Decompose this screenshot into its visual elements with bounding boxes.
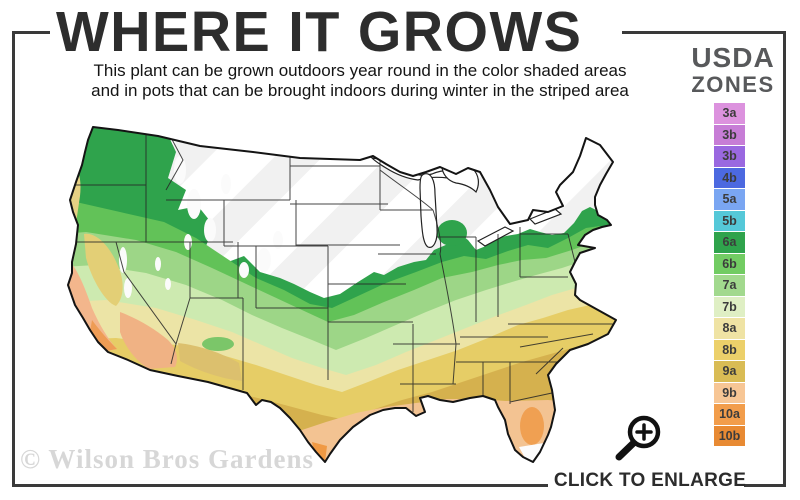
zone-swatch: 7b — [714, 296, 745, 317]
zone-swatch: 6b — [714, 253, 745, 274]
border-bottom-right — [744, 484, 786, 487]
us-outline — [67, 126, 617, 463]
us-zone-map[interactable] — [28, 112, 668, 472]
zone-swatch: 6a — [714, 232, 745, 253]
zone-swatch: 5a — [714, 189, 745, 210]
zone-swatch: 10b — [714, 425, 745, 446]
border-right — [783, 31, 786, 487]
usda-heading-line1: USDA — [691, 42, 775, 73]
border-top-left — [12, 31, 50, 34]
watermark: © Wilson Bros Gardens — [20, 444, 314, 474]
subtitle-line-1: This plant can be grown outdoors year ro… — [93, 61, 627, 80]
zone-swatch: 8b — [714, 339, 745, 360]
usda-zones-legend: 3a 3b 3b 4b 5a 5b 6a 6b 7a 7b 8a 8b 9a 9b 10a 10b — [714, 103, 745, 447]
page-title: WHERE IT GROWS — [56, 0, 583, 64]
subtitle-line-2: and in pots that can be brought indoors … — [91, 81, 629, 100]
zone-swatch: 5b — [714, 210, 745, 231]
click-to-enlarge-label[interactable]: CLICK TO ENLARGE — [553, 470, 747, 491]
zone-swatch: 3a — [714, 103, 745, 124]
state-borders — [68, 131, 613, 412]
border-bottom-left — [12, 484, 548, 487]
border-top-right — [622, 31, 786, 34]
usda-heading-line2: ZONES — [691, 72, 775, 97]
usda-zones-heading: USDA ZONES — [672, 44, 794, 96]
zone-swatch: 4b — [714, 167, 745, 188]
zone-swatch: 7a — [714, 275, 745, 296]
border-left — [12, 31, 15, 487]
zone-swatch: 9b — [714, 382, 745, 403]
great-lakes — [370, 157, 563, 248]
zone-swatch: 3b — [714, 124, 745, 145]
zone-swatch: 9a — [714, 361, 745, 382]
magnifier-plus-icon[interactable] — [612, 412, 666, 466]
zone-swatch: 3b — [714, 146, 745, 167]
zone-swatch: 10a — [714, 404, 745, 425]
zone-swatch: 8a — [714, 318, 745, 339]
subtitle: This plant can be grown outdoors year ro… — [40, 61, 680, 101]
